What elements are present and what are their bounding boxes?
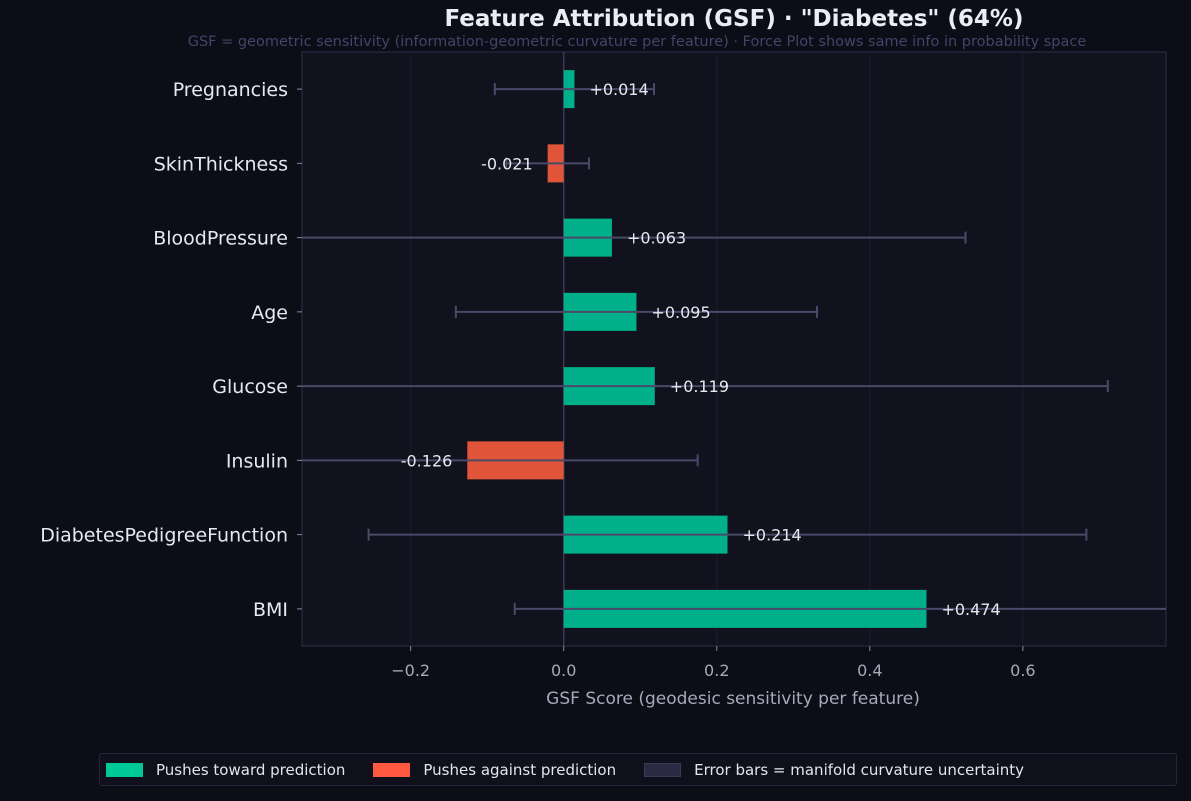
chart-title: Feature Attribution (GSF) · "Diabetes" (… [445,6,1024,32]
value-label: +0.095 [651,303,710,322]
error-bar-BloodPressure [302,231,967,244]
value-label: -0.021 [481,154,533,173]
x-axis-label: GSF Score (geodesic sensitivity per feat… [546,689,920,709]
legend-item-negative: Pushes against prediction [373,761,616,779]
value-label: +0.474 [941,600,1000,619]
error-bar-BMI [513,602,1166,615]
legend-item-positive: Pushes toward prediction [106,761,345,779]
value-label: +0.119 [670,377,729,396]
error-bar-Pregnancies [493,83,656,96]
y-tick-label: BloodPressure [153,228,288,250]
x-tick-label: −0.2 [391,661,430,680]
value-label: +0.014 [589,80,648,99]
error-bar-Glucose [302,380,1109,393]
y-tick-label: Age [251,302,288,324]
x-tick-label: 0.4 [857,661,882,680]
y-tick-label: Insulin [226,450,288,472]
legend-swatch-negative [373,762,411,777]
legend-swatch-positive [106,762,143,777]
y-tick-label: Pregnancies [173,79,288,101]
error-bar-SkinThickness [505,157,590,170]
value-label: -0.126 [401,451,453,470]
legend-swatch-error [644,762,682,777]
y-tick-label: DiabetesPedigreeFunction [40,525,288,547]
y-tick-label: SkinThickness [154,153,288,175]
value-label: +0.214 [742,526,801,545]
error-bar-DiabetesPedigreeFunction [367,528,1088,541]
value-label: +0.063 [627,229,686,248]
y-tick-label: Glucose [212,376,288,398]
chart-subtitle: GSF = geometric sensitivity (information… [188,34,1087,50]
legend: Pushes toward prediction Pushes against … [99,753,1177,786]
plot-area [301,51,1167,647]
x-tick-label: 0.6 [1010,661,1035,680]
x-tick-label: 0.2 [704,661,729,680]
error-bar-Insulin [302,454,699,467]
legend-label: Error bars = manifold curvature uncertai… [694,760,1025,779]
legend-label: Pushes against prediction [423,760,617,779]
y-tick-label: BMI [253,599,288,621]
legend-item-error: Error bars = manifold curvature uncertai… [644,761,1024,779]
legend-label: Pushes toward prediction [156,760,346,779]
x-tick-label: 0.0 [551,661,576,680]
error-bar-Age [454,305,819,318]
